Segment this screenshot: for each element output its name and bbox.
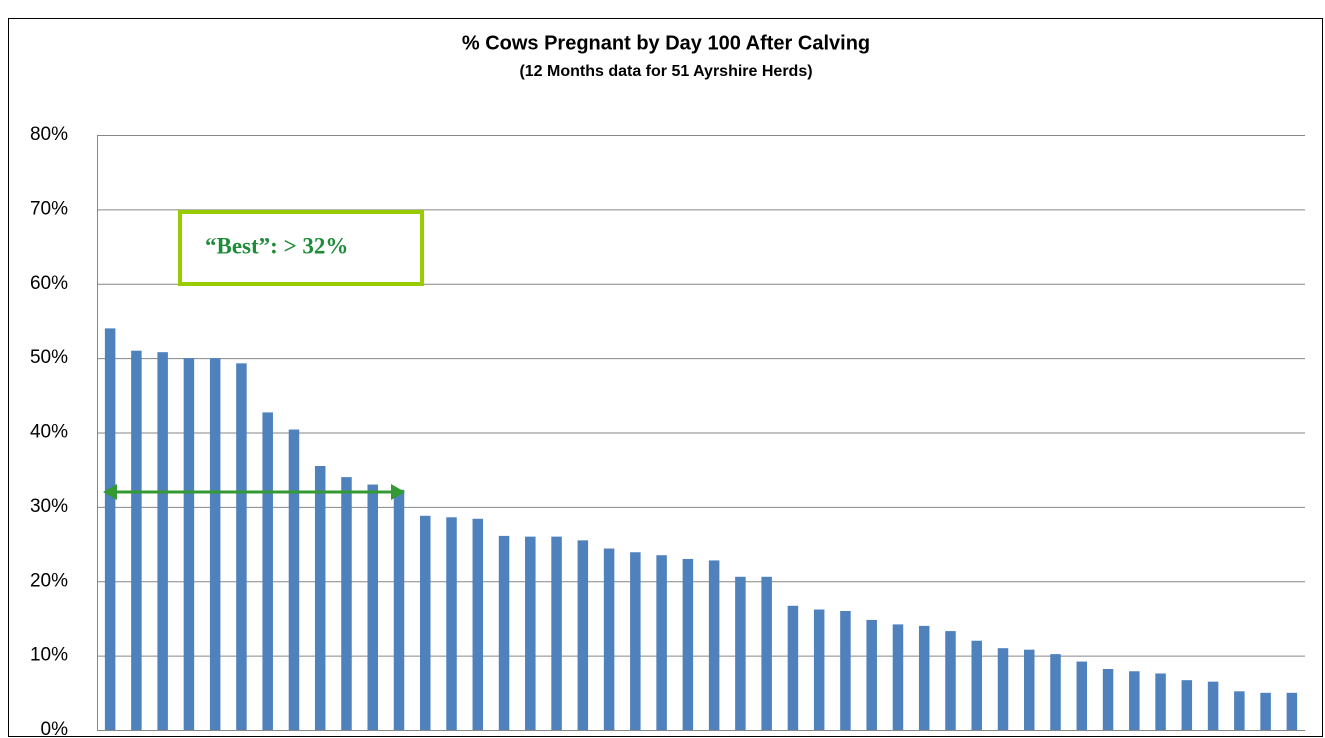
y-tick-label: 0%	[41, 719, 69, 738]
bar	[761, 576, 772, 730]
bar	[104, 328, 116, 730]
bar	[1234, 691, 1245, 730]
bar	[1260, 692, 1271, 730]
bar	[551, 536, 562, 730]
bar	[525, 536, 536, 730]
bar	[1102, 669, 1114, 730]
bar	[682, 558, 694, 730]
annotation-text: “Best”: > 32%	[205, 233, 348, 258]
arrow-head	[391, 484, 405, 500]
bar	[971, 640, 982, 730]
bar	[1155, 673, 1166, 730]
annotation-box	[178, 210, 424, 286]
y-tick-label: 70%	[30, 198, 68, 219]
bar	[1076, 661, 1088, 730]
bar	[892, 624, 904, 730]
y-tick-label: 30%	[30, 496, 68, 517]
bar	[472, 518, 484, 730]
bar	[1286, 692, 1298, 730]
bar	[131, 350, 142, 730]
bar	[813, 609, 825, 730]
bar	[157, 352, 168, 730]
bar	[840, 611, 851, 730]
bar	[918, 625, 930, 730]
bar	[735, 576, 746, 730]
bar	[367, 484, 378, 730]
bar	[183, 358, 195, 730]
chart-subtitle: (12 Months data for 51 Ayrshire Herds)	[519, 63, 812, 80]
bar	[288, 429, 300, 730]
bar	[1181, 680, 1193, 730]
bar	[866, 619, 877, 730]
bar	[498, 535, 510, 730]
bar	[577, 540, 589, 730]
bar	[787, 605, 799, 730]
y-tick-label: 50%	[30, 347, 68, 368]
chart-title: % Cows Pregnant by Day 100 After Calving	[462, 32, 870, 54]
bar	[1050, 654, 1061, 730]
bar	[262, 412, 273, 730]
bar	[945, 631, 956, 730]
bar	[209, 358, 221, 730]
y-tick-label: 20%	[30, 570, 68, 591]
bar	[1207, 681, 1219, 730]
bar	[236, 363, 247, 730]
y-tick-label: 10%	[30, 645, 68, 666]
bar	[446, 517, 457, 730]
arrow-head	[103, 484, 117, 500]
y-tick-label: 60%	[30, 273, 68, 294]
bar	[603, 548, 615, 730]
annotation-arrow	[103, 484, 405, 500]
y-tick-label: 80%	[30, 124, 68, 145]
bar	[1129, 671, 1140, 730]
bar	[656, 555, 667, 730]
bar	[314, 465, 326, 730]
bar	[630, 552, 641, 730]
bar	[341, 477, 352, 730]
bar	[393, 489, 405, 730]
bar	[1024, 649, 1035, 730]
bar	[708, 560, 720, 730]
y-tick-label: 40%	[30, 422, 68, 443]
bar	[420, 515, 431, 730]
bar	[997, 648, 1009, 730]
